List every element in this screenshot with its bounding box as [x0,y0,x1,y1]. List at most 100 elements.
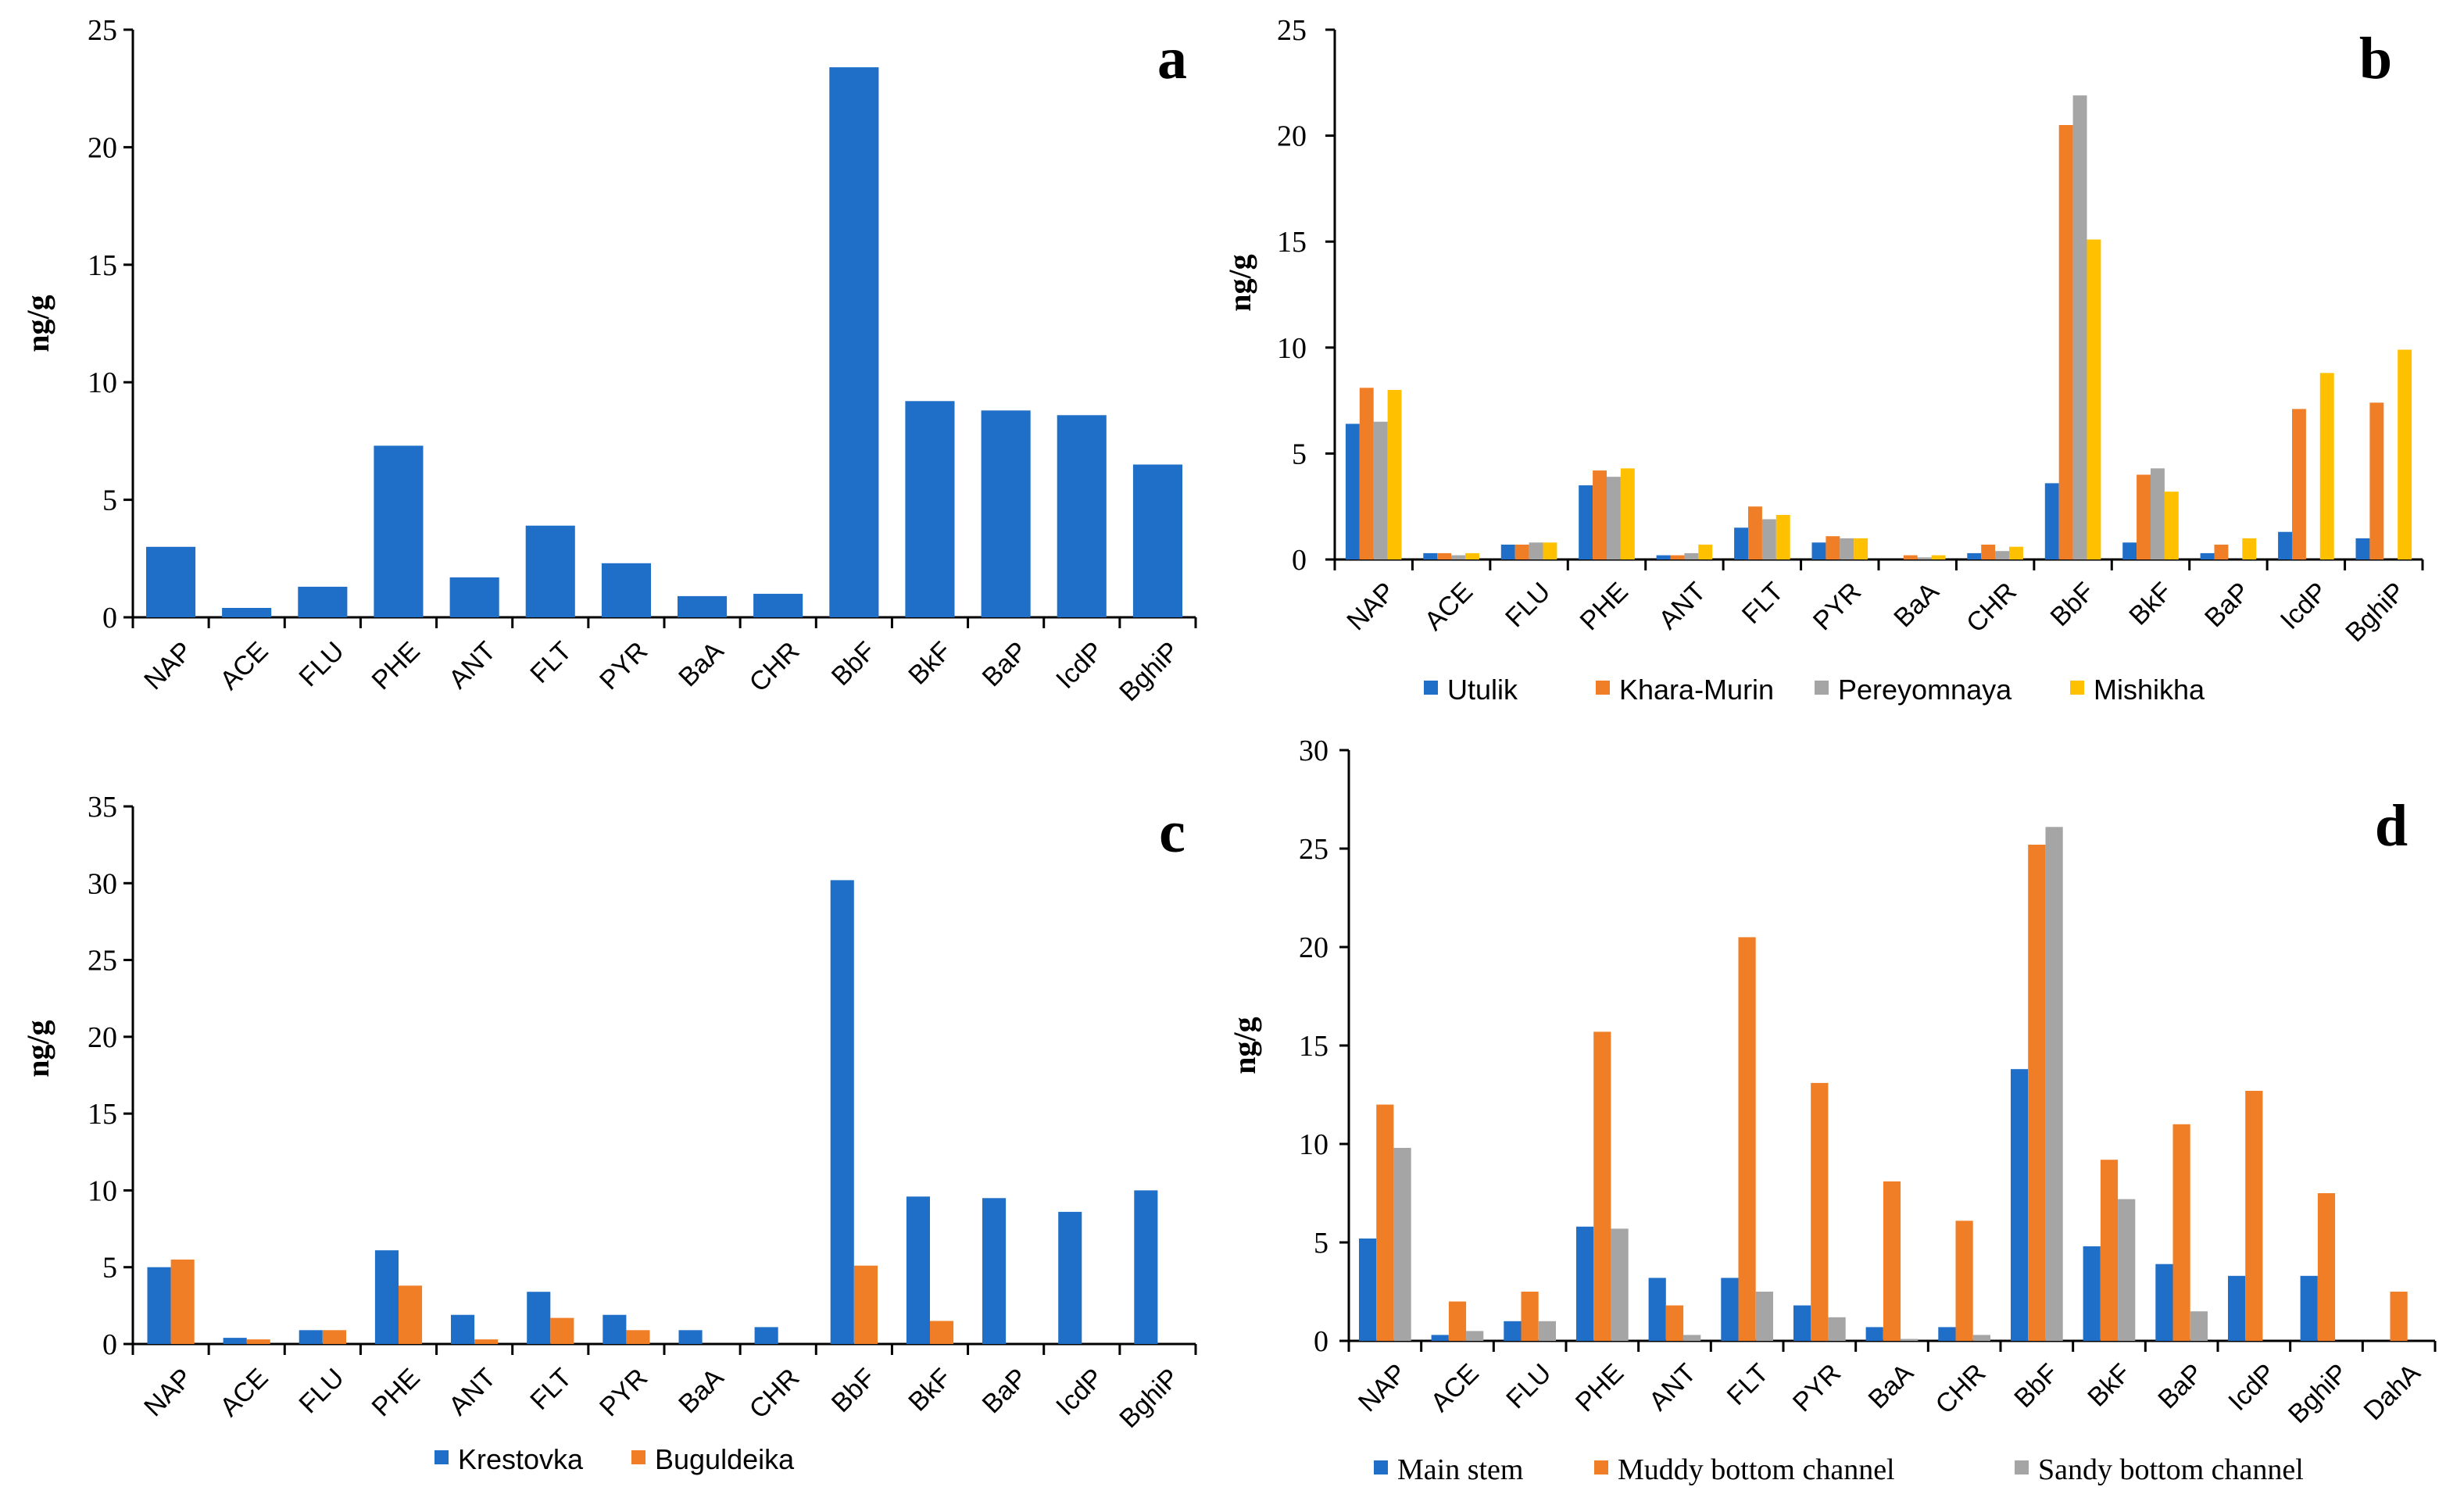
bar-b-utulik-bap [2200,552,2215,559]
panel-b: 0 5 10 15 20 25 NAP ACE FLU PHE ANT FLT PYR BaA CHR BbF… [1222,14,2424,706]
y-tick-label: 10 [88,1174,117,1207]
bar-c-buguldeika-flt [550,1317,574,1344]
bar-c-buguldeika-pyr [626,1330,650,1344]
x-tick-label: BkF [903,636,957,691]
x-tick-label: PYR [1787,1358,1847,1417]
bar-d-muddy-bottom-channel-icdp [2245,1091,2263,1341]
bar-b-khara-murin-flt [1748,506,1762,559]
bar-c-krestovka-flu [299,1330,323,1344]
bar-b-mishikha-ant [1698,545,1713,559]
y-tick-label: 25 [1277,14,1307,47]
bar-b-khara-murin-chr [1981,545,1996,559]
bar-b-utulik-icdp [2278,531,2292,559]
bar-d-muddy-bottom-channel-ace [1448,1301,1467,1341]
bar-b-mishikha-bghip [2398,349,2412,559]
y-tick-label: 20 [1277,120,1307,153]
x-tick-label: BkF [2082,1358,2137,1413]
bar-b-utulik-ant [1656,555,1671,559]
bar-c-buguldeika-ace [246,1339,270,1344]
y-tick-label: 15 [1277,226,1307,259]
bar-c-krestovka-phe [374,1250,399,1344]
bar-c-krestovka-nap [147,1267,171,1344]
x-tick-label: FLT [524,1363,578,1416]
legend-swatch [1596,681,1610,695]
bar-b-pereyomnaya-flt [1761,519,1776,559]
x-tick-label: ACE [214,1363,274,1422]
y-tick-label: 15 [88,249,117,282]
x-tick-label: CHR [1961,577,2022,638]
bar-d-main-stem-pyr [1793,1305,1811,1341]
legend-swatch [1594,1460,1608,1474]
x-tick-label: BghiP [2283,1358,2354,1429]
panel-letter: c [1159,799,1185,865]
bar-b-utulik-pyr [1811,542,1826,559]
x-tick-label: CHR [1930,1358,1992,1420]
bar-c-krestovka-bap [982,1198,1007,1344]
x-tick-label: PYR [594,1363,653,1422]
x-tick-label: FLU [1500,577,1556,633]
x-tick-label: CHR [744,1363,806,1424]
y-axis-label: ng/g [1222,254,1257,311]
x-tick-label: ANT [443,1363,502,1421]
panel-a: 0 5 10 15 20 25 NAP ACE FLU PHE ANT FLT PYR BaA CHR BbF… [20,14,1197,707]
bar-a-baa [678,595,728,617]
legend-label: Sandy bottom channel [2038,1453,2304,1486]
x-tick-label: BghiP [2340,577,2411,648]
bar-b-mishikha-ace [1465,552,1479,559]
bar-d-main-stem-nap [1359,1239,1377,1341]
bar-a-bkf [905,401,955,617]
bar-c-krestovka-bkf [906,1196,930,1344]
bar-b-khara-murin-baa [1903,555,1918,559]
bar-d-muddy-bottom-channel-bkf [2100,1160,2119,1341]
bar-b-utulik-flt [1734,527,1748,559]
y-axis-label: ng/g [1227,1017,1262,1074]
legend-item: Buguldeika [631,1443,795,1475]
bar-d-muddy-bottom-channel-ant [1665,1305,1684,1341]
bar-c-krestovka-flt [527,1292,551,1344]
bar-d-muddy-bottom-channel-flt [1738,937,1756,1341]
bar-b-pereyomnaya-pyr [1840,538,1854,559]
legend-item: Mishikha [2070,674,2205,706]
bar-d-main-stem-bbf [2011,1069,2029,1341]
bar-d-main-stem-chr [1938,1327,1956,1341]
legend-label: Buguldeika [655,1443,795,1475]
legend-item: Krestovka [434,1443,584,1475]
bar-b-pereyomnaya-flu [1529,542,1543,559]
bar-b-khara-murin-ace [1437,552,1452,559]
legend-label: Pereyomnaya [1838,674,2012,706]
x-tick-label: ACE [1419,577,1479,636]
bar-a-bbf [829,67,879,618]
x-tick-label: ANT [1643,1358,1702,1417]
bar-d-muddy-bottom-channel-bghip [2317,1193,2336,1341]
x-tick-label: PYR [1808,577,1867,636]
x-tick-label: BaA [1888,577,1945,634]
x-tick-label: BaA [673,636,730,693]
bar-d-sandy-bottom-channel-bbf [2045,827,2063,1341]
bar-a-bap [981,410,1031,617]
bar-d-sandy-bottom-channel-nap [1393,1148,1411,1341]
bar-b-mishikha-flt [1775,515,1790,559]
x-tick-label: FLT [1722,1358,1775,1411]
bar-c-krestovka-pyr [603,1314,627,1344]
bar-c-buguldeika-bkf [930,1321,954,1344]
bar-d-muddy-bottom-channel-bbf [2028,845,2046,1341]
x-tick-label: IcdP [2222,1358,2281,1417]
x-tick-label: BbF [826,1363,881,1418]
y-tick-label: 5 [102,1252,117,1285]
bar-a-flt [525,525,575,617]
bar-b-utulik-chr [1967,552,1982,559]
bar-b-pereyomnaya-ant [1684,552,1699,559]
bar-d-main-stem-bap [2155,1264,2173,1341]
x-tick-label: BaP [977,636,1033,692]
y-tick-label: 0 [102,1328,117,1361]
panel-d: 0 5 10 15 20 25 30 NAP ACE FLU PHE ANT FLT PYR BaA CHR B… [1227,735,2437,1486]
y-tick-label: 25 [88,945,117,978]
x-tick-label: BaP [2152,1358,2208,1414]
bar-d-main-stem-ace [1431,1335,1449,1341]
bar-c-buguldeika-flu [322,1330,346,1344]
y-tick-label: 0 [102,602,117,634]
y-tick-label: 15 [1299,1030,1328,1063]
x-tick-label: PYR [594,636,653,695]
x-tick-label: NAP [138,636,198,695]
y-axis-label: ng/g [20,295,55,352]
